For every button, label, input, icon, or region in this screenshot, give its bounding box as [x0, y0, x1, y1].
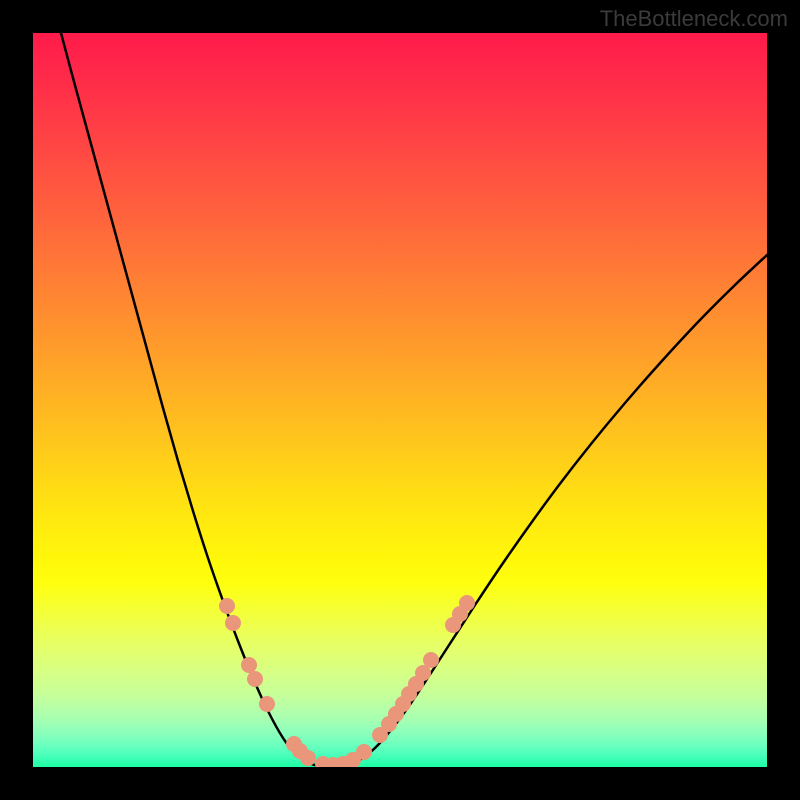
curve-layer: [33, 33, 767, 767]
data-point: [356, 744, 372, 760]
scatter-group: [219, 595, 475, 767]
data-point: [225, 615, 241, 631]
data-point: [300, 750, 316, 766]
watermark-text: TheBottleneck.com: [600, 6, 788, 32]
data-point: [459, 595, 475, 611]
data-point: [259, 696, 275, 712]
chart-frame: TheBottleneck.com: [0, 0, 800, 800]
data-point: [247, 671, 263, 687]
data-point: [241, 657, 257, 673]
plot-area: [33, 33, 767, 767]
data-point: [423, 652, 439, 668]
data-point: [219, 598, 235, 614]
bottleneck-curve: [61, 33, 767, 767]
